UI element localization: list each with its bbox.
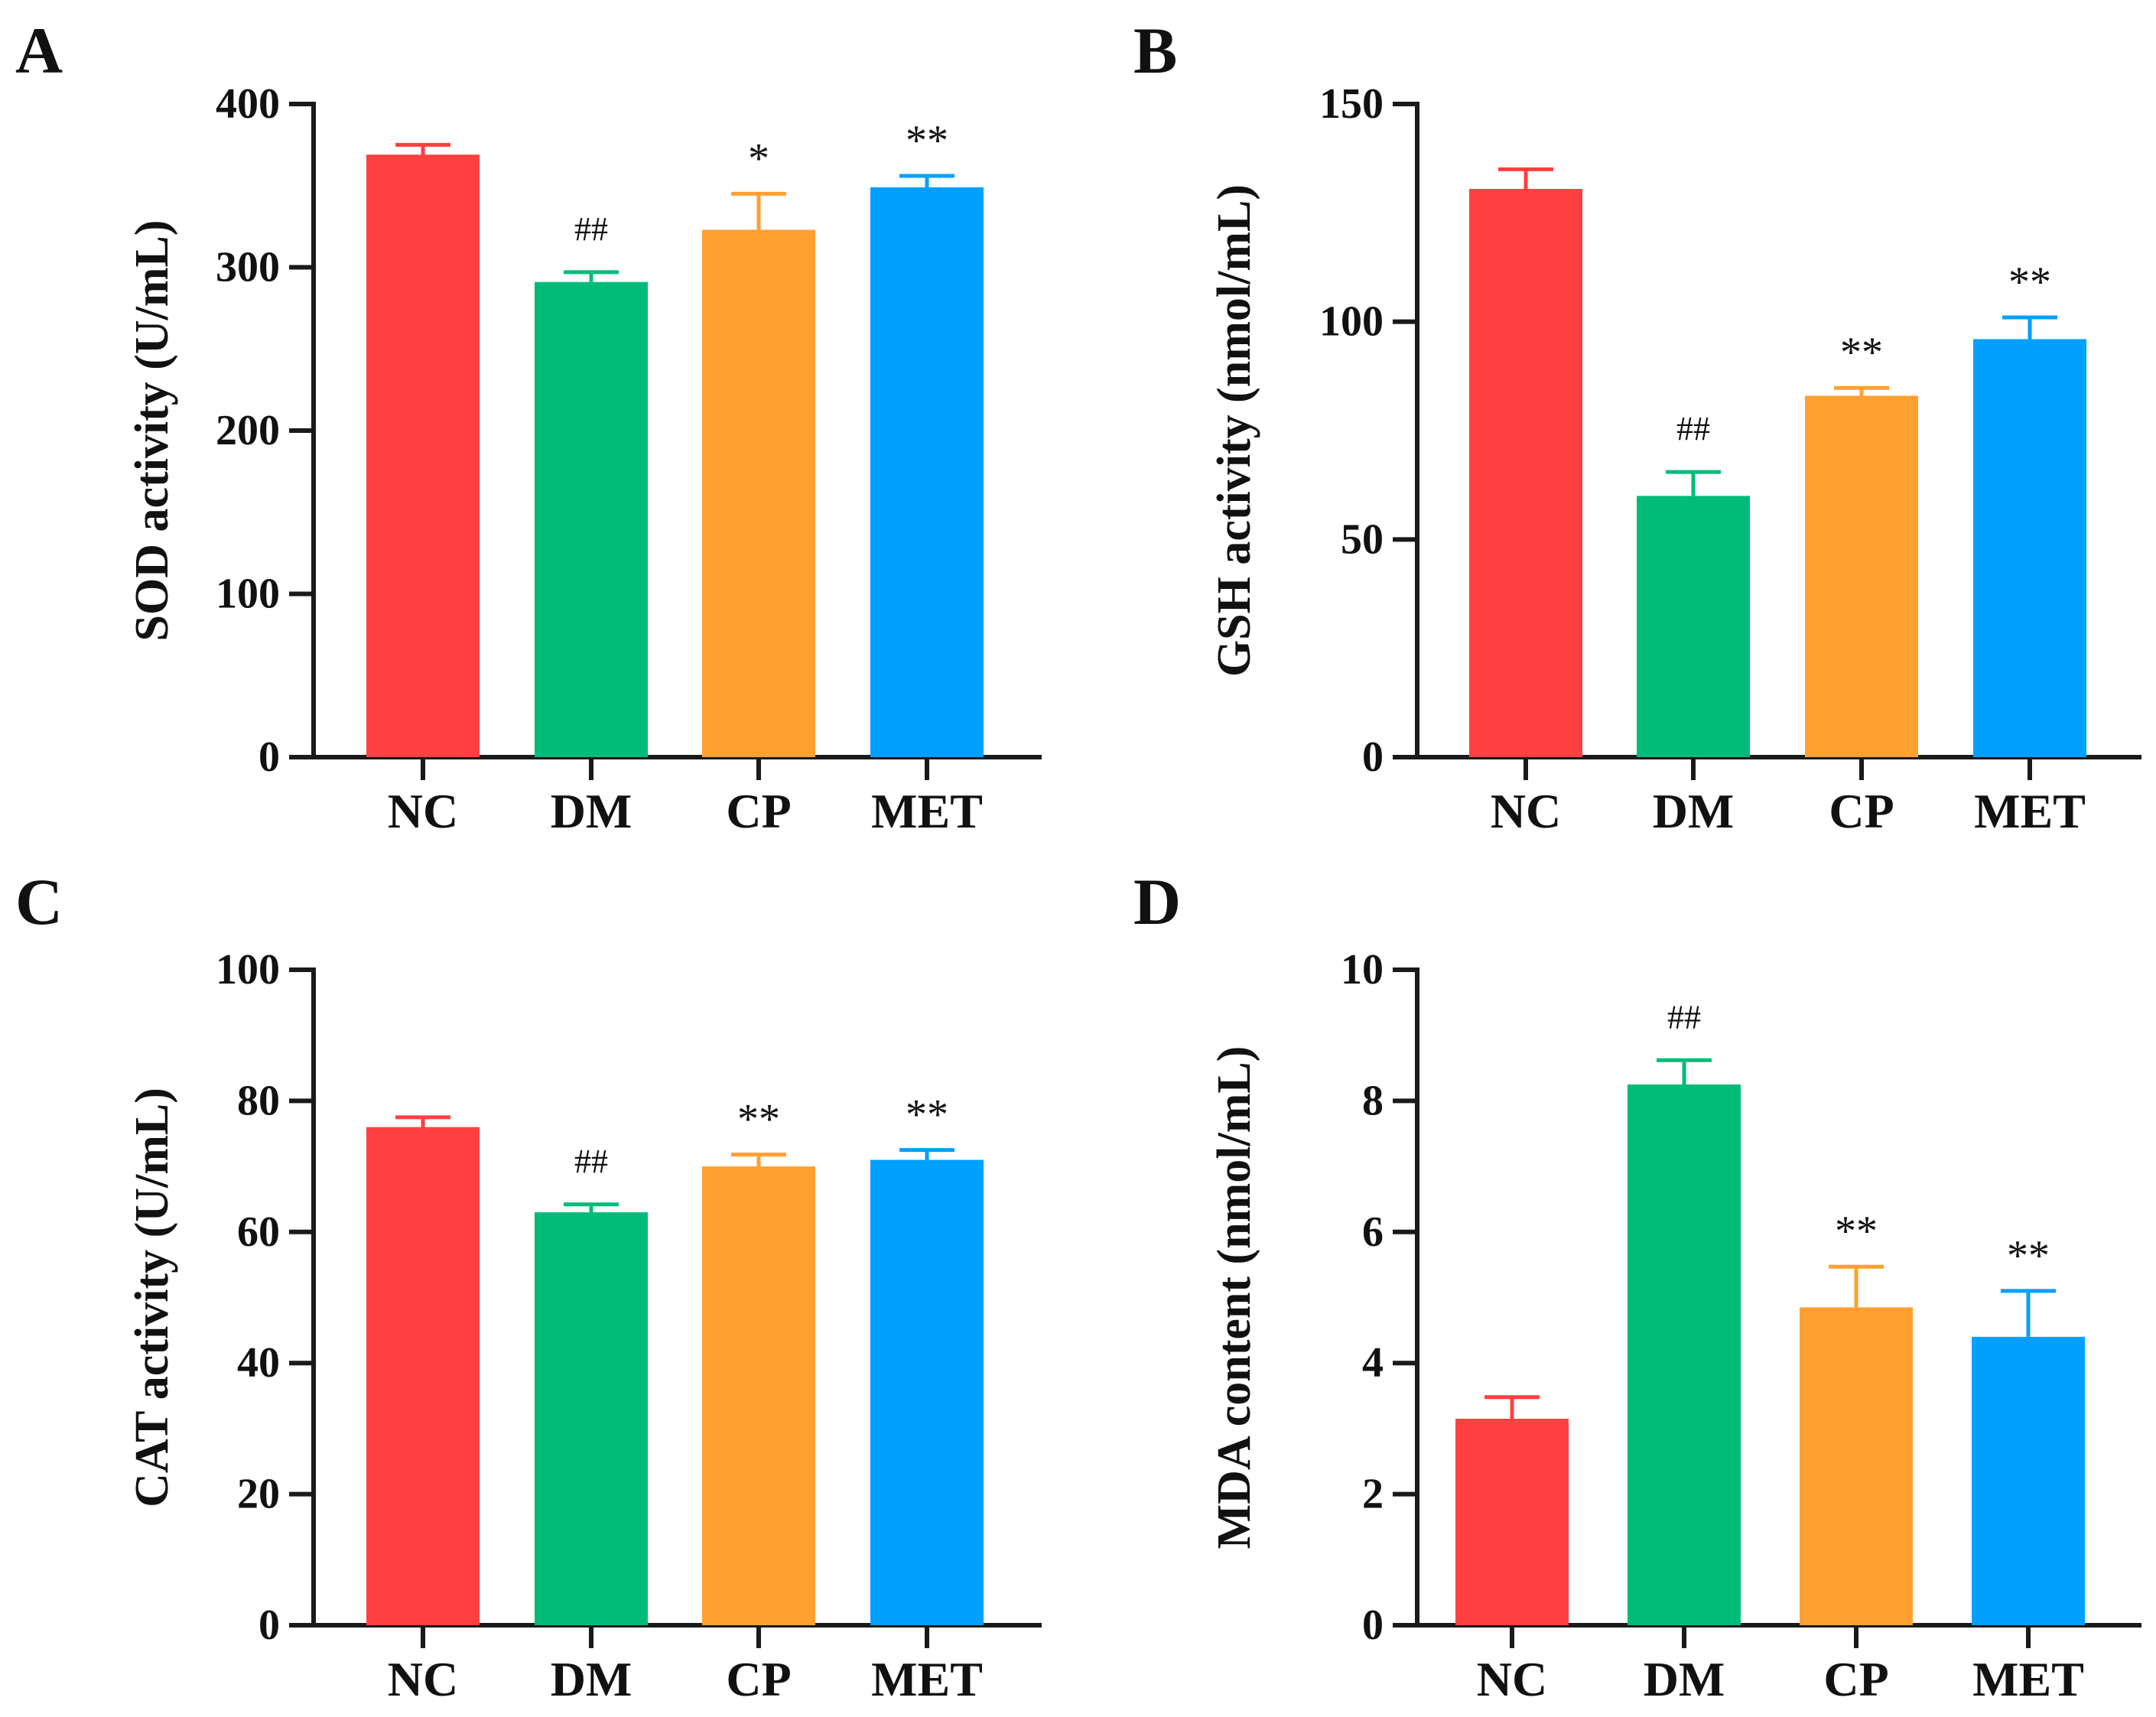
panel-c-y-tick-label: 100 [216, 946, 280, 993]
panel-c-x-tick-label: NC [388, 1652, 458, 1706]
panel-d-letter: D [1133, 865, 1181, 938]
panel-a-y-tick-label: 0 [259, 733, 280, 781]
panel-b-bar-met [1973, 339, 2086, 757]
panel-a-x-tick-label: DM [551, 784, 632, 838]
panel-a-bar-nc [366, 154, 480, 757]
panel-b-letter: B [1133, 14, 1177, 87]
panel-b-bar-cp [1805, 395, 1918, 757]
panel-a-bar-cp [702, 229, 815, 757]
panel-c-significance-cp: ** [737, 1096, 780, 1143]
panel-c-y-tick-label: 40 [237, 1339, 280, 1387]
panel-b-x-tick-label: CP [1829, 784, 1894, 838]
panel-a-x-tick-label: CP [726, 784, 791, 838]
panel-c-bar-met [870, 1159, 984, 1625]
panel-c-x-tick-label: DM [551, 1652, 632, 1706]
panel-a-letter: A [15, 14, 63, 87]
panel-d-significance-cp: ** [1835, 1208, 1878, 1255]
panel-b-x-tick-label: MET [1974, 784, 2086, 838]
panel-d-y-tick-label: 2 [1362, 1471, 1384, 1518]
panel-c-bar-dm [535, 1212, 648, 1625]
panel-b-y-tick-label: 150 [1319, 80, 1384, 128]
panel-b-y-axis-title: GSH activity (nmol/mL) [1208, 184, 1260, 677]
panel-c-y-tick-label: 80 [237, 1077, 280, 1124]
panel-c-bar-cp [702, 1166, 815, 1625]
panel-a-significance-cp: * [748, 135, 769, 182]
panel-d-bar-nc [1455, 1419, 1569, 1625]
panel-c-letter: C [15, 865, 63, 938]
panel-a-bar-met [870, 187, 984, 757]
panel-b-y-tick-label: 100 [1319, 298, 1384, 346]
panel-d-x-tick-label: MET [1972, 1652, 2084, 1706]
panel-b-significance-dm: ## [1676, 410, 1710, 447]
panel-b-y-tick-label: 50 [1341, 515, 1384, 563]
panel-d-significance-dm: ## [1667, 998, 1701, 1036]
panel-c-y-tick-label: 60 [237, 1208, 280, 1256]
panel-c-y-tick-label: 20 [237, 1471, 280, 1518]
panel-d-bar-dm [1628, 1084, 1741, 1625]
panel-a-significance-met: ** [906, 117, 948, 164]
panel-c-x-tick-label: MET [871, 1652, 983, 1706]
panel-b-bar-nc [1469, 189, 1582, 757]
panel-d-y-tick-label: 10 [1341, 946, 1384, 993]
panel-d-x-tick-label: DM [1644, 1652, 1725, 1706]
panel-d-y-tick-label: 8 [1362, 1077, 1384, 1124]
panel-d-y-tick-label: 6 [1362, 1208, 1384, 1256]
panel-a-x-tick-label: MET [871, 784, 983, 838]
panel-a-y-tick-label: 300 [216, 244, 280, 291]
panel-c-y-axis-title: CAT activity (U/mL) [126, 1088, 178, 1507]
panel-c-significance-met: ** [906, 1091, 948, 1139]
panel-b-bar-dm [1637, 496, 1750, 757]
panel-d-y-tick-label: 0 [1362, 1602, 1384, 1649]
panel-a-bar-dm [535, 281, 648, 758]
panel-b-significance-cp: ** [1840, 329, 1883, 376]
panel-b-y-tick-label: 0 [1362, 733, 1384, 781]
panel-c-x-tick-label: CP [726, 1652, 791, 1706]
panel-d-x-tick-label: CP [1823, 1652, 1888, 1706]
panel-d-x-tick-label: NC [1477, 1652, 1547, 1706]
panel-a-x-tick-label: NC [388, 784, 458, 838]
panel-d-bar-met [1972, 1336, 2085, 1625]
panel-b-significance-met: ** [2008, 259, 2051, 306]
panel-a-y-tick-label: 200 [216, 407, 280, 454]
panel-d-y-axis-title: MDA content (nmol/mL) [1208, 1046, 1260, 1550]
panel-a-y-tick-label: 100 [216, 571, 280, 618]
panel-c-significance-dm: ## [574, 1143, 608, 1180]
panel-a-significance-dm: ## [574, 210, 608, 248]
panel-b-x-tick-label: NC [1491, 784, 1561, 838]
panel-c-bar-nc [366, 1127, 480, 1625]
panel-d-significance-met: ** [2007, 1232, 2050, 1280]
panel-a-y-axis-title: SOD activity (U/mL) [126, 220, 178, 641]
panel-a-y-tick-label: 400 [216, 80, 280, 128]
panel-d-y-tick-label: 4 [1362, 1339, 1384, 1387]
panel-c-y-tick-label: 0 [259, 1602, 280, 1649]
panel-b-x-tick-label: DM [1653, 784, 1735, 838]
panel-d-bar-cp [1800, 1307, 1913, 1625]
